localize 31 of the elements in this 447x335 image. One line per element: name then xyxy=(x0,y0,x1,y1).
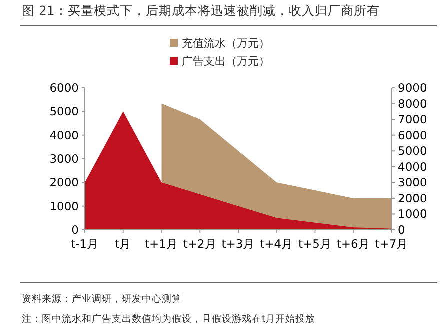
y2-tick-label: 3000 xyxy=(398,176,428,190)
x-tick-label: t+6月 xyxy=(336,237,370,251)
legend-label: 充值流水（万元） xyxy=(182,37,270,50)
y2-tick-label: 7000 xyxy=(398,112,428,127)
text: 注：图中流水和广告支出数值均为假设，且假设游戏在t月开始投放 xyxy=(22,313,316,325)
y2-tick-label: 2000 xyxy=(398,191,428,206)
y-tick-label: 2000 xyxy=(50,176,79,190)
y-tick-label: 1000 xyxy=(50,199,79,214)
legend-label: 广告支出（万元） xyxy=(182,55,270,68)
x-tick-label: t月 xyxy=(115,237,132,251)
x-tick-label: t+4月 xyxy=(260,237,294,251)
x-tick-label: t+5月 xyxy=(298,237,332,251)
x-tick-label: t+7月 xyxy=(375,237,409,251)
y2-tick-label: 0 xyxy=(398,223,406,237)
y-tick-label: 3000 xyxy=(50,152,79,166)
text: 资料来源：产业调研，研发中心测算 xyxy=(22,293,182,305)
y2-tick-label: 8000 xyxy=(398,96,428,111)
y2-tick-label: 5000 xyxy=(398,144,428,158)
x-tick-label: t-1月 xyxy=(71,237,99,251)
x-tick-label: t+2月 xyxy=(183,237,217,251)
y-tick-label: 6000 xyxy=(50,81,79,95)
y2-tick-label: 6000 xyxy=(398,128,428,142)
chart-title: 图 21：买量模式下，后期成本将迅速被削减，收入归厂商所有 xyxy=(22,3,380,18)
y-tick-label: 0 xyxy=(72,223,79,237)
y-tick-label: 5000 xyxy=(50,104,79,119)
y-tick-label: 4000 xyxy=(50,128,79,142)
y2-tick-label: 9000 xyxy=(398,81,428,95)
y2-tick-label: 1000 xyxy=(398,207,428,222)
x-tick-label: t+3月 xyxy=(222,237,256,251)
y2-tick-label: 4000 xyxy=(398,160,428,174)
x-tick-label: t+1月 xyxy=(145,237,178,251)
